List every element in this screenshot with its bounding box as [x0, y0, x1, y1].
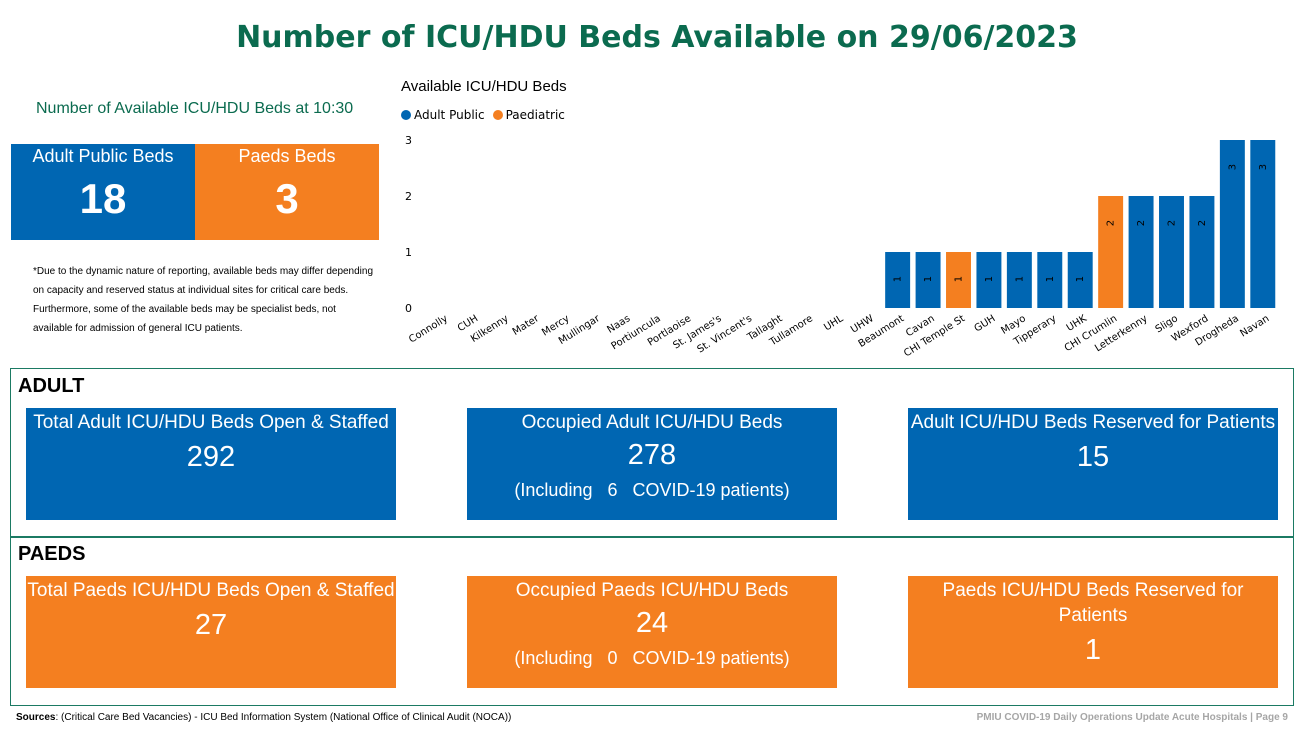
bar — [946, 252, 971, 308]
adult-section-heading: ADULT — [18, 375, 85, 397]
data-label: 2 — [1136, 220, 1147, 226]
kpi-value: 18 — [79, 175, 127, 222]
x-tick-label: GUH — [973, 313, 998, 334]
paeds-occupied-box: Occupied Paeds ICU/HDU Beds 24 (Includin… — [467, 576, 837, 688]
x-tick-label: Letterkenny — [1093, 313, 1150, 354]
data-label: 1 — [893, 276, 904, 282]
covid-count: 0 — [607, 648, 618, 668]
kpi-value: 3 — [275, 175, 299, 222]
x-tick-label: Connolly — [407, 313, 450, 345]
bar — [1098, 196, 1124, 308]
y-tick-label: 3 — [405, 134, 412, 147]
box-title: Adult ICU/HDU Beds Reserved for Patients — [910, 412, 1276, 433]
legend-swatch-adult — [401, 110, 411, 120]
sources: Sources: (Critical Care Bed Vacancies) -… — [16, 712, 511, 723]
page-title: Number of ICU/HDU Beds Available on 29/0… — [236, 20, 1078, 55]
covid-prefix: (Including — [514, 480, 593, 500]
box-value: 15 — [1076, 441, 1110, 473]
sources-label: Sources — [16, 712, 56, 723]
box-title: Paeds ICU/HDU Beds Reserved for Patients — [942, 580, 1244, 626]
bar — [1250, 140, 1276, 308]
kpi-label: Paeds Beds — [238, 146, 336, 166]
kpi-label: Adult Public Beds — [32, 146, 174, 166]
covid-count: 6 — [607, 480, 618, 500]
data-label: 1 — [1014, 276, 1025, 282]
paeds-reserved-box: Paeds ICU/HDU Beds Reserved for Patients… — [908, 576, 1278, 688]
bar — [915, 252, 941, 308]
legend-swatch-paediatric — [492, 110, 503, 120]
adult-section — [10, 368, 1294, 538]
sources-text: : (Critical Care Bed Vacancies) - ICU Be… — [55, 712, 512, 723]
data-label: 1 — [954, 276, 965, 282]
box-value: 27 — [194, 609, 228, 641]
y-tick-label: 1 — [405, 246, 412, 259]
box-value: 292 — [186, 441, 236, 473]
covid-suffix: COVID-19 patients) — [632, 648, 790, 668]
bar — [1128, 196, 1154, 308]
adult-reserved-box: Adult ICU/HDU Beds Reserved for Patients… — [908, 408, 1278, 520]
data-label: 1 — [1045, 276, 1056, 282]
y-tick-label: 2 — [405, 190, 412, 203]
legend-item-paediatric: Paediatric — [492, 108, 565, 122]
data-label: 3 — [1258, 164, 1269, 170]
bar — [1006, 252, 1032, 308]
x-tick-label: UHL — [822, 313, 846, 333]
data-label: 2 — [1106, 220, 1117, 226]
legend-label: Paediatric — [505, 108, 565, 122]
data-label: 2 — [1167, 220, 1178, 226]
paeds-open-staffed-box: Total Paeds ICU/HDU Beds Open & Staffed … — [26, 576, 396, 688]
legend-label: Adult Public — [414, 108, 485, 122]
data-label: 1 — [984, 276, 995, 282]
chart-title: Available ICU/HDU Beds — [401, 78, 567, 95]
kpi-adult-public-beds: Adult Public Beds 18 — [11, 144, 195, 240]
legend-item-adult: Adult Public — [401, 108, 485, 122]
paeds-section — [10, 536, 1294, 706]
box-value: 278 — [627, 439, 677, 471]
x-tick-label: Navan — [1238, 313, 1271, 339]
y-tick-label: 0 — [405, 302, 412, 315]
data-label: 1 — [923, 276, 934, 282]
bar — [976, 252, 1002, 308]
box-title: Total Adult ICU/HDU Beds Open & Staffed — [33, 412, 389, 433]
box-title: Occupied Paeds ICU/HDU Beds — [515, 580, 789, 601]
covid-note: (Including 6 COVID-19 patients) — [467, 480, 837, 501]
data-label: 2 — [1197, 220, 1208, 226]
bar — [885, 252, 911, 308]
bar — [1219, 140, 1245, 308]
kpi-subtitle: Number of Available ICU/HDU Beds at 10:3… — [36, 100, 354, 117]
chart-legend: Adult Public Paediatric — [401, 108, 573, 122]
bar — [1067, 252, 1093, 308]
box-title: Occupied Adult ICU/HDU Beds — [521, 412, 783, 433]
availability-note: *Due to the dynamic nature of reporting,… — [33, 266, 374, 334]
bar — [1037, 252, 1063, 308]
covid-suffix: COVID-19 patients) — [632, 480, 790, 500]
kpi-paeds-beds: Paeds Beds 3 — [195, 144, 379, 240]
page-footer: PMIU COVID-19 Daily Operations Update Ac… — [976, 712, 1288, 723]
box-value: 24 — [635, 607, 669, 639]
covid-note: (Including 0 COVID-19 patients) — [467, 648, 837, 669]
bar — [1189, 196, 1215, 308]
adult-open-staffed-box: Total Adult ICU/HDU Beds Open & Staffed … — [26, 408, 396, 520]
box-title: Total Paeds ICU/HDU Beds Open & Staffed — [27, 580, 395, 601]
data-label: 1 — [1075, 276, 1086, 282]
x-tick-label: Mater — [511, 313, 542, 338]
adult-occupied-box: Occupied Adult ICU/HDU Beds 278 (Includi… — [467, 408, 837, 520]
box-value: 1 — [1084, 634, 1102, 666]
covid-prefix: (Including — [514, 648, 593, 668]
paeds-section-heading: PAEDS — [18, 543, 86, 565]
bar — [1159, 196, 1184, 308]
data-label: 3 — [1227, 164, 1238, 170]
